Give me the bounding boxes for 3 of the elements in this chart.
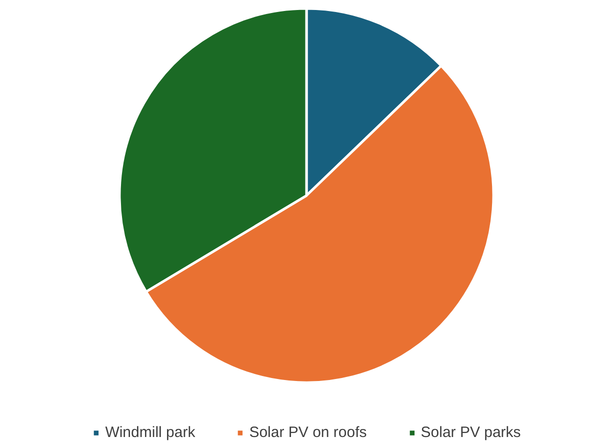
legend-label: Windmill park bbox=[105, 424, 196, 441]
legend-label: Solar PV on roofs bbox=[249, 424, 367, 441]
legend-label: Solar PV parks bbox=[420, 424, 521, 441]
